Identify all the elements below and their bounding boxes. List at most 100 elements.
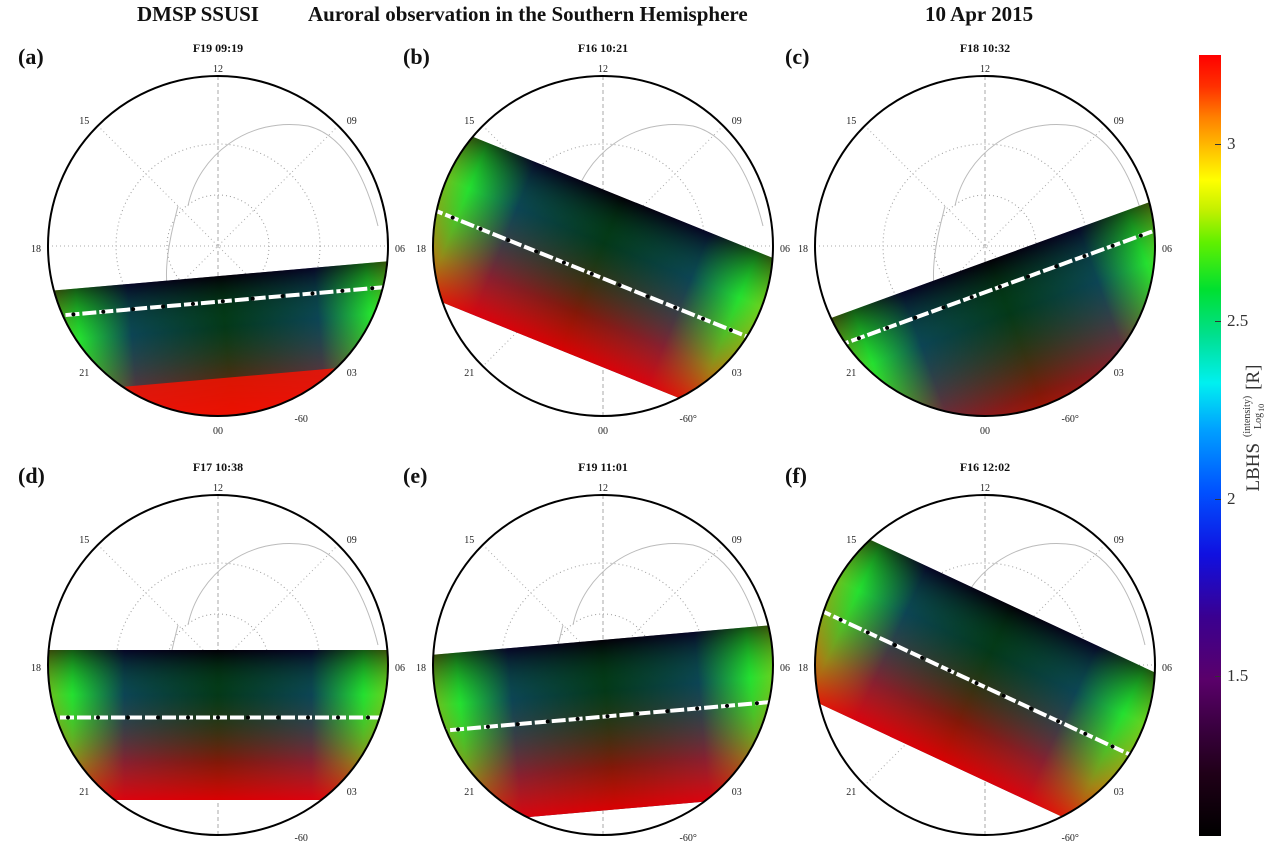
latitude-label: -60° — [1062, 414, 1079, 425]
track-marker — [478, 226, 483, 231]
mlt-gridline — [482, 125, 724, 367]
mlt-label-09: 09 — [732, 535, 742, 546]
title-date: 10 Apr 2015 — [925, 2, 1034, 26]
track-marker — [1056, 719, 1061, 724]
track-marker — [450, 215, 455, 220]
track-marker — [276, 715, 280, 720]
track-marker — [36, 716, 40, 720]
panel-border-circle — [47, 494, 389, 836]
track-marker — [1138, 233, 1143, 238]
latitude-label: -60° — [680, 833, 697, 844]
mlt-gridline — [97, 125, 339, 367]
track-marker — [396, 716, 400, 720]
mlt-label-15: 15 — [464, 116, 474, 127]
swath-overlay — [48, 253, 388, 416]
track-marker — [695, 706, 700, 711]
panel-title: F16 10:21 — [578, 41, 628, 55]
mlt-label-15: 15 — [846, 116, 856, 127]
track-marker — [1110, 744, 1115, 749]
mlt-label-06: 06 — [1162, 244, 1172, 255]
track-marker — [422, 204, 427, 209]
mlt-label-15: 15 — [79, 535, 89, 546]
mlt-gridline — [482, 544, 724, 786]
mlt-label-12: 12 — [598, 483, 608, 494]
mlt-gridline — [97, 125, 339, 367]
track-marker — [126, 715, 130, 720]
mlt-label-18: 18 — [416, 244, 426, 255]
latitude-label: -60° — [680, 414, 697, 425]
mlt-label-06: 06 — [780, 663, 790, 674]
colorbar-tick-label: 1.5 — [1227, 666, 1249, 686]
panel-title: F18 10:32 — [960, 41, 1010, 55]
auroral-panels: 12 09 06 03 00 21 18 15 -60 F19 09:19 (a) 12 09 06 03 0… — [18, 41, 1172, 844]
mlt-label-12: 12 — [213, 64, 223, 75]
panel-border-circle — [432, 75, 774, 417]
swath-rotated — [433, 617, 789, 833]
track-marker — [1082, 254, 1087, 259]
swath-band — [48, 354, 388, 416]
panel-letter: (f) — [785, 463, 807, 488]
swath — [36, 650, 430, 800]
track-marker — [785, 698, 789, 702]
mlt-label-03: 03 — [347, 368, 357, 379]
colorbar-tick-mark — [1215, 143, 1221, 145]
panel-border-circle — [47, 75, 389, 417]
track-marker — [617, 283, 622, 288]
mlt-label-09: 09 — [1114, 116, 1124, 127]
track-marker — [66, 715, 70, 720]
mlt-label-03: 03 — [732, 368, 742, 379]
mlt-label-15: 15 — [846, 535, 856, 546]
track-marker — [426, 716, 430, 720]
track-marker — [545, 719, 550, 724]
colorbar-tick-label: 2.5 — [1227, 311, 1249, 331]
title-instrument: DMSP SSUSI — [137, 2, 259, 26]
track-marker — [101, 309, 106, 314]
mlt-label-18: 18 — [416, 663, 426, 674]
mlt-label-12: 12 — [980, 483, 990, 494]
track-marker — [997, 284, 1002, 289]
mlt-label-15: 15 — [79, 116, 89, 127]
track-marker — [920, 655, 925, 660]
track-marker — [394, 193, 399, 198]
track-marker — [665, 709, 670, 714]
swath — [41, 253, 388, 416]
panel-letter: (a) — [18, 44, 44, 69]
track-marker — [1137, 757, 1142, 762]
panel-border-circle — [814, 494, 1156, 836]
track-marker — [161, 304, 166, 309]
track-marker — [485, 724, 490, 729]
track-marker — [156, 715, 160, 720]
track-marker — [370, 286, 375, 291]
swath-overlay — [815, 171, 1155, 416]
track-marker — [1083, 731, 1088, 736]
track-marker — [812, 361, 817, 366]
track-marker — [754, 701, 759, 706]
panel-a: 12 09 06 03 00 21 18 15 -60 F19 09:19 (a) — [18, 41, 405, 437]
mlt-gridline — [864, 544, 1106, 786]
track-marker — [41, 315, 45, 319]
mlt-label-21: 21 — [846, 368, 856, 379]
mlt-label-18: 18 — [31, 244, 41, 255]
track-marker — [701, 316, 706, 321]
mlt-label-09: 09 — [732, 116, 742, 127]
track-marker — [280, 294, 285, 299]
mlt-label-18: 18 — [31, 663, 41, 674]
colorbar-label: LBHS (intensity) Log10 [R] — [1240, 338, 1267, 518]
track-marker — [673, 305, 678, 310]
track-marker — [784, 350, 789, 355]
track-marker — [974, 681, 979, 686]
swath — [815, 171, 1155, 416]
mlt-label-15: 15 — [464, 535, 474, 546]
track-marker — [892, 643, 897, 648]
mlt-label-18: 18 — [798, 663, 808, 674]
panel-title: F16 12:02 — [960, 460, 1010, 474]
track-marker — [725, 703, 730, 708]
track-marker — [220, 299, 225, 304]
track-marker — [575, 716, 580, 721]
swath-rotated — [394, 99, 817, 416]
track-marker — [941, 305, 946, 310]
panel-border-circle — [814, 75, 1156, 417]
track-marker — [913, 315, 918, 320]
